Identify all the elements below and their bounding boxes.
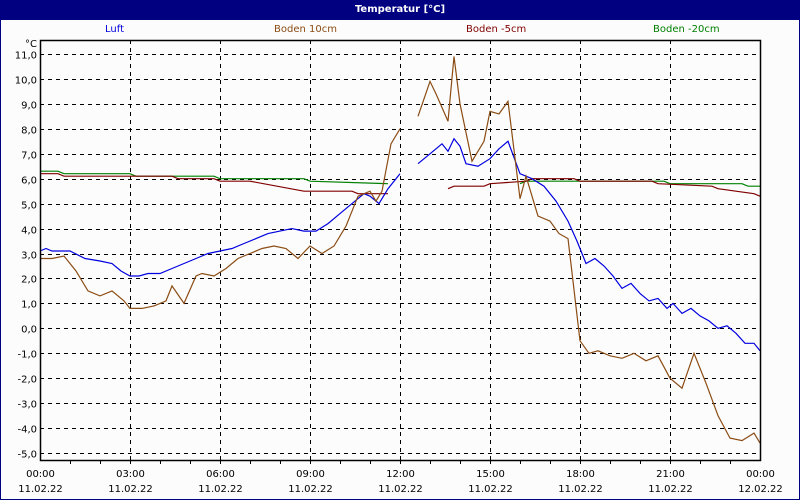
series-line-boden--20cm xyxy=(519,180,760,187)
series-line-boden--20cm xyxy=(40,170,389,185)
series-line-luft xyxy=(417,137,761,352)
y-tick-label: 10,0 xyxy=(15,76,37,87)
chart-title: Temperatur [°C] xyxy=(0,0,800,20)
x-tick-time: 00:00 xyxy=(26,469,55,480)
y-tick-label: 0,0 xyxy=(21,325,37,336)
y-tick-label: 11,0 xyxy=(15,51,37,62)
x-tick-time: 15:00 xyxy=(476,469,505,480)
y-tick-label: 5,0 xyxy=(21,201,37,212)
x-tick-date: 11.02.22 xyxy=(198,484,243,495)
y-tick-label: -3,0 xyxy=(17,400,37,411)
x-tick-time: 21:00 xyxy=(656,469,685,480)
y-tick-label: 2,0 xyxy=(21,275,37,286)
plot-frame xyxy=(39,39,762,462)
y-tick-label: 1,0 xyxy=(21,300,37,311)
y-tick-label: 3,0 xyxy=(21,251,37,262)
x-tick-date: 11.02.22 xyxy=(288,484,333,495)
x-tick-date: 11.02.22 xyxy=(108,484,153,495)
legend-boden-5cm: Boden -5cm xyxy=(466,24,527,35)
y-tick-label: -1,0 xyxy=(17,350,37,361)
x-tick-time: 18:00 xyxy=(566,469,595,480)
y-tick-label: 8,0 xyxy=(21,126,37,137)
y-tick-label: 9,0 xyxy=(21,101,37,112)
series-line-boden-10cm xyxy=(417,56,761,444)
x-tick-date: 11.02.22 xyxy=(648,484,693,495)
y-tick-label: 6,0 xyxy=(21,176,37,187)
x-tick-time: 12:00 xyxy=(386,469,415,480)
legend-boden-10cm: Boden 10cm xyxy=(274,24,337,35)
series-line-boden--5cm xyxy=(447,178,761,197)
x-tick-time: 03:00 xyxy=(116,469,145,480)
y-tick-label: -5,0 xyxy=(17,450,37,461)
x-tick-date: 12.02.22 xyxy=(738,484,783,495)
x-tick-date: 11.02.22 xyxy=(468,484,513,495)
legend-luft: Luft xyxy=(105,24,124,35)
x-tick-date: 11.02.22 xyxy=(378,484,423,495)
series-line-boden-10cm xyxy=(40,128,401,309)
y-tick-label: 4,0 xyxy=(21,226,37,237)
x-tick-time: 06:00 xyxy=(206,469,235,480)
y-tick-label: -4,0 xyxy=(17,425,37,436)
x-tick-time: 00:00 xyxy=(746,469,775,480)
x-tick-time: 09:00 xyxy=(296,469,325,480)
series-line-luft xyxy=(39,173,401,277)
legend-boden-20cm: Boden -20cm xyxy=(653,24,720,35)
x-tick-date: 11.02.22 xyxy=(558,484,603,495)
x-tick-date: 11.02.22 xyxy=(18,484,63,495)
series-line-boden--5cm xyxy=(40,173,388,195)
y-tick-label: 7,0 xyxy=(21,151,37,162)
y-unit-label: °C xyxy=(25,39,37,50)
y-tick-label: -2,0 xyxy=(17,375,37,386)
